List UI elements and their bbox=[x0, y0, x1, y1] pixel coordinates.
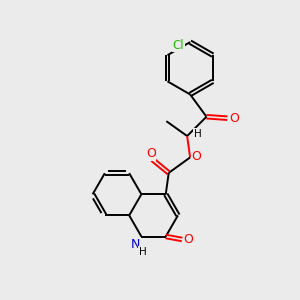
Text: N: N bbox=[130, 238, 140, 251]
Text: O: O bbox=[229, 112, 239, 125]
Text: Cl: Cl bbox=[173, 39, 184, 52]
Text: O: O bbox=[184, 233, 194, 246]
Text: H: H bbox=[194, 129, 201, 139]
Text: O: O bbox=[146, 147, 156, 160]
Text: O: O bbox=[192, 150, 202, 163]
Text: H: H bbox=[139, 247, 147, 257]
